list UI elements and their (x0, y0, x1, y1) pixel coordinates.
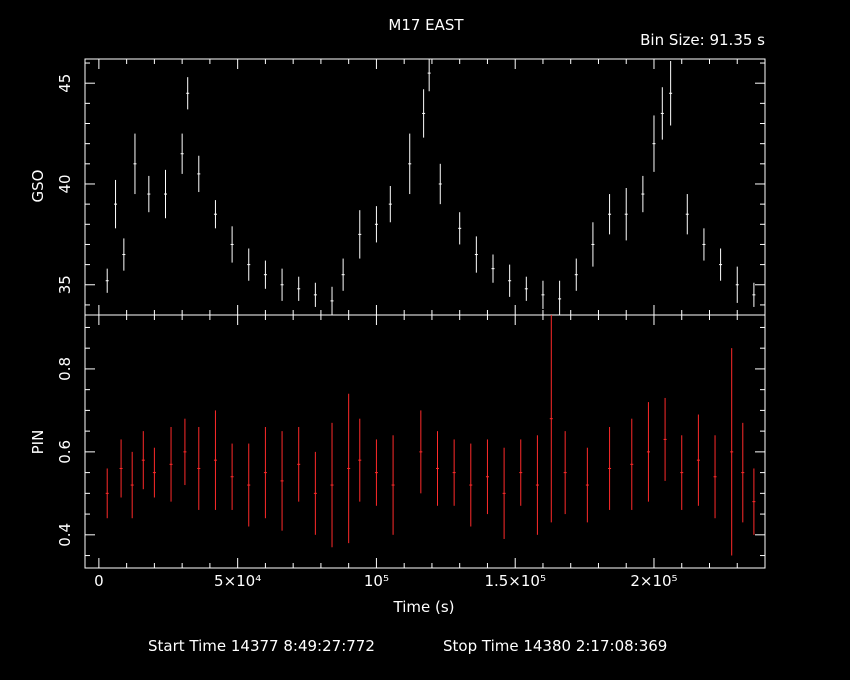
y-tick-label: 40 (56, 174, 74, 193)
x-tick-label: 0 (94, 572, 104, 590)
data-series (105, 59, 756, 315)
pin-axis-label: PIN (29, 430, 47, 455)
x-tick-label: 2×10⁵ (630, 572, 677, 590)
pin-panel: 0.4 0.6 0.8 0 5×10⁴ 10⁵ 1.5×10⁵ 2×10⁵ (56, 314, 766, 590)
x-tick-label: 10⁵ (364, 572, 389, 590)
y-tick-label: 45 (56, 74, 74, 93)
x-axis-label: Time (s) (393, 598, 455, 616)
y-tick-label: 0.6 (56, 440, 74, 464)
plot-frame (84, 314, 766, 569)
y-tick-label: 0.4 (56, 523, 74, 547)
y-tick-label: 35 (56, 275, 74, 294)
bin-size-label: Bin Size: 91.35 s (640, 31, 765, 49)
gso-axis-label: GSO (29, 170, 47, 203)
y-tick-label: 0.8 (56, 357, 74, 381)
start-time-text: Start Time 14377 8:49:27:772 (148, 637, 375, 655)
data-series (105, 315, 756, 556)
x-tick-label: 1.5×10⁵ (484, 572, 546, 590)
stop-time-text: Stop Time 14380 2:17:08:369 (443, 637, 667, 655)
chart-title: M17 EAST (388, 16, 464, 34)
x-tick-label: 5×10⁴ (214, 572, 261, 590)
